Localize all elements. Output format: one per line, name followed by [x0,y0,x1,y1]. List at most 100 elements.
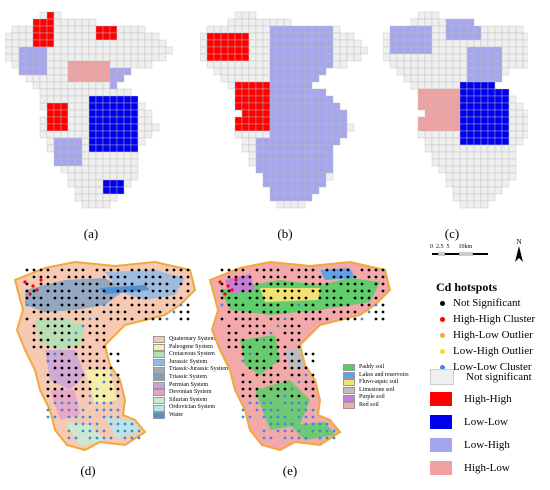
sample-point [227,338,231,342]
grid-cell [466,81,475,90]
grid-cell [325,25,334,34]
sample-point [269,352,273,356]
sample-point [81,429,85,433]
sample-point [95,408,99,412]
grid-cell [81,186,90,195]
sample-point [269,331,273,335]
geology-legend-swatch [153,359,165,367]
grid-cell [53,151,62,160]
sample-point [290,429,294,433]
grid-cell [262,67,271,76]
sample-point [158,296,162,300]
grid-cell [487,46,496,55]
sample-point [332,303,336,307]
grid-cell [487,53,496,62]
sample-point [311,415,315,419]
north-arrow-icon [515,246,523,262]
sample-point [283,310,287,314]
sample-point [290,352,294,356]
grid-cell [81,60,90,69]
sample-point [339,275,343,279]
grid-cell [325,109,334,118]
sample-point-high-high [35,288,39,292]
sample-point [283,429,287,433]
grid-cell [452,144,461,153]
grid-cell [452,137,461,146]
grid-cell [255,144,264,153]
sample-point [262,436,266,440]
grid-cell [383,39,391,48]
grid-cell [522,123,528,132]
sample-point [53,394,57,398]
sample-point [74,296,78,300]
sample-point [25,282,29,286]
sample-point [88,275,92,279]
sample-point [116,380,120,384]
sample-point [248,380,252,384]
grid-cell [234,123,243,132]
grid-cell [424,144,433,153]
grid-cell [262,158,271,167]
grid-cell [424,88,433,97]
grid-cell [473,88,482,97]
grid-cell [116,137,125,146]
soil-legend-swatch [343,402,355,410]
grid-cell [480,81,489,90]
grid-cell [383,53,391,62]
sample-point [381,303,385,307]
sample-point [179,296,183,300]
grid-cell [102,165,111,174]
grid-cell [389,39,398,48]
grid-cell [501,179,510,188]
grid-cell [473,123,482,132]
grid-cell [11,32,20,41]
sample-point [137,429,141,433]
sample-point [67,324,71,328]
grid-cell [431,53,440,62]
grid-cell [403,39,412,48]
sample-point [283,296,287,300]
grid-cell [494,137,503,146]
grid-cell [318,53,327,62]
legend-point-item: High-Low Outlier [440,329,533,341]
grid-cell [213,53,222,62]
grid-cell [269,165,278,174]
legend-point-item: Low-High Outlier [440,345,533,357]
grid-cell [383,32,391,41]
grid-cell [445,109,454,118]
grid-cell [109,116,118,125]
sample-point [137,289,141,293]
grid-cell [53,88,62,97]
grid-cell [109,137,118,146]
sample-point [276,317,280,321]
grid-cell [290,67,299,76]
sample-point [81,317,85,321]
legend-area-label: Low-High [464,439,510,451]
sample-point [67,408,71,412]
grid-cell [144,32,153,41]
sample-point [186,268,190,272]
grid-cell [255,81,264,90]
sample-point [46,282,50,286]
grid-cell [487,81,496,90]
sample-point [53,415,57,419]
grid-cell [452,193,461,202]
sample-point [116,429,120,433]
soil-legend-swatch [343,371,355,379]
geology-legend-swatch [153,351,165,359]
sample-point [283,394,287,398]
grid-cell [241,25,250,34]
grid-cell [480,25,489,34]
sample-point [144,275,148,279]
sample-point [248,275,252,279]
grid-cell [74,102,83,111]
sample-point [53,380,57,384]
grid-cell [311,137,320,146]
grid-cell [74,25,83,34]
grid-cell [424,102,433,111]
sample-point [88,394,92,398]
grid-cell [283,102,292,111]
grid-cell [459,179,468,188]
grid-cell [262,144,271,153]
grid-cell [39,18,48,27]
